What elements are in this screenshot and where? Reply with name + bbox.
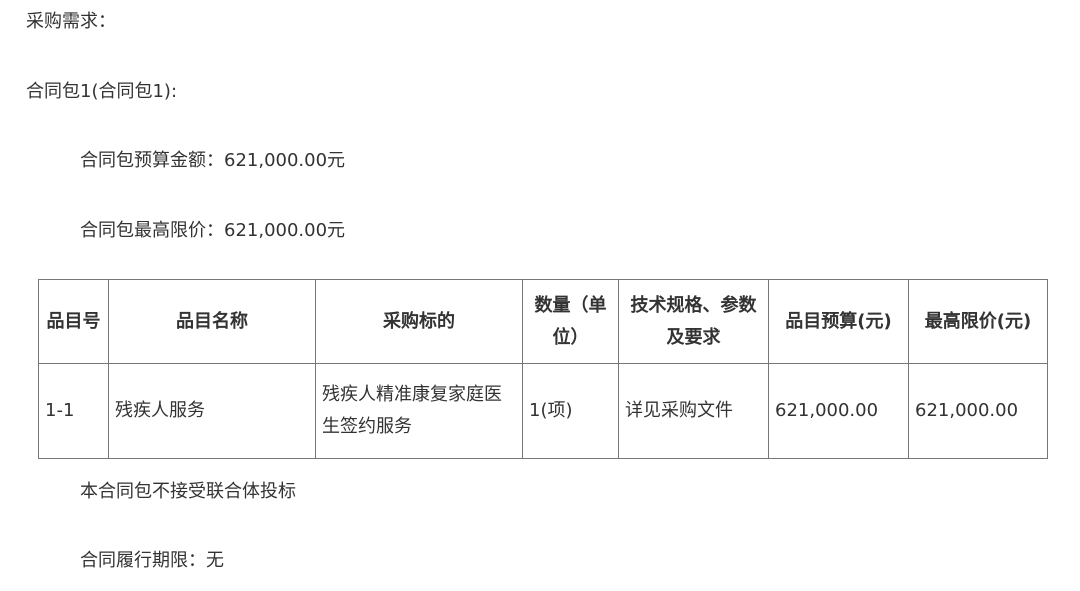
max-price-line: 合同包最高限价：621,000.00元 [80,220,346,241]
contract-term: 合同履行期限：无 [80,550,224,571]
package-title: 合同包1(合同包1): [26,81,178,102]
header-quantity: 数量（单位） [522,279,619,364]
budget-line: 合同包预算金额：621,000.00元 [80,150,346,171]
consortium-note: 本合同包不接受联合体投标 [80,481,296,502]
items-table: 品目号 品目名称 采购标的 数量（单位） 技术规格、参数及要求 品目预算(元) … [38,279,1048,459]
cell-subject: 残疾人精准康复家庭医生签约服务 [315,363,523,459]
header-max-price: 最高限价(元) [908,279,1048,364]
cell-budget: 621,000.00 [768,363,909,459]
table-header-row: 品目号 品目名称 采购标的 数量（单位） 技术规格、参数及要求 品目预算(元) … [38,279,1048,364]
header-subject: 采购标的 [315,279,523,364]
header-item-name: 品目名称 [108,279,316,364]
header-budget: 品目预算(元) [768,279,909,364]
cell-quantity: 1(项) [522,363,619,459]
header-specs: 技术规格、参数及要求 [618,279,769,364]
section-heading: 采购需求： [26,11,116,32]
table-row: 1-1 残疾人服务 残疾人精准康复家庭医生签约服务 1(项) 详见采购文件 62… [38,363,1048,459]
cell-item-no: 1-1 [38,363,109,459]
header-item-no: 品目号 [38,279,109,364]
cell-max-price: 621,000.00 [908,363,1048,459]
cell-specs: 详见采购文件 [618,363,769,459]
cell-item-name: 残疾人服务 [108,363,316,459]
